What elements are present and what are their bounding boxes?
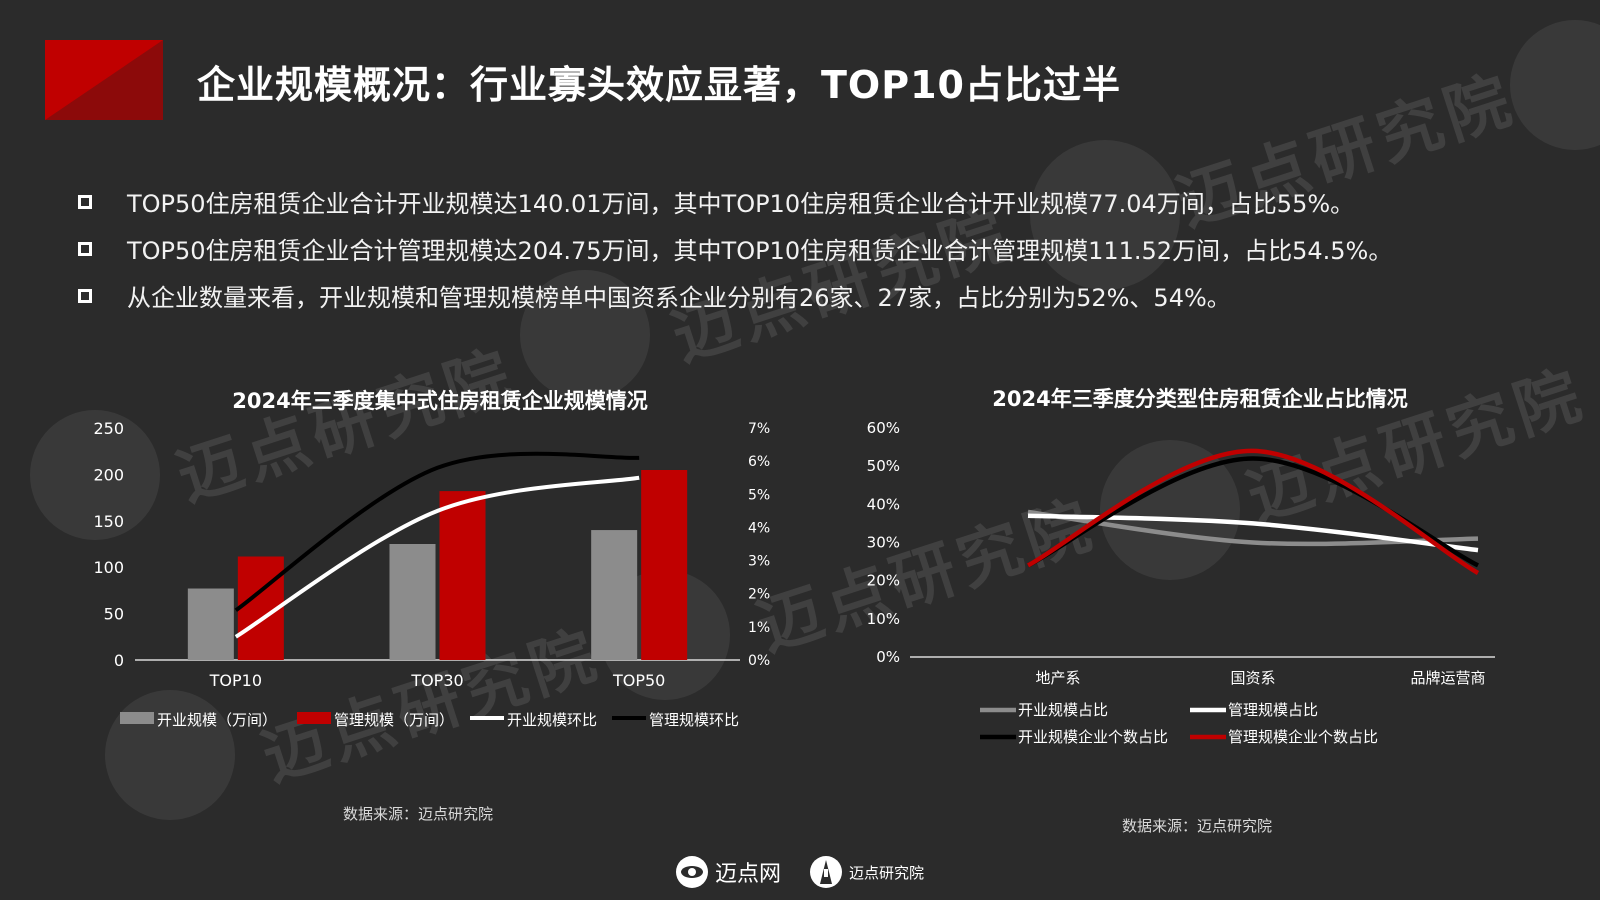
footer-brand2-label: 迈点研究院 (849, 863, 925, 882)
left-data-source: 数据来源：迈点研究院 (343, 805, 494, 823)
legend-label: 开业规模占比 (1018, 701, 1108, 719)
y-right-tick-label: 2% (748, 587, 770, 603)
y-tick-label: 10% (867, 610, 900, 628)
y-right-tick-label: 0% (748, 653, 770, 669)
y-tick-label: 50% (867, 457, 900, 475)
x-tick-label: 国资系 (1230, 669, 1275, 687)
checkbox-bullet-icon (78, 241, 92, 256)
x-tick-label: TOP30 (410, 671, 463, 690)
series-line-3 (1026, 448, 1480, 576)
y-tick-label: 20% (867, 572, 900, 590)
eye-logo-icon (676, 856, 708, 888)
x-tick-label: 品牌运营商 (1410, 669, 1485, 687)
x-tick-label: TOP10 (209, 671, 262, 690)
legend-label: 管理规模企业个数占比 (1228, 728, 1378, 746)
y-tick-label: 40% (867, 495, 900, 513)
bar-open (591, 530, 638, 660)
left-chart-title: 2024年三季度集中式住房租赁企业规模情况 (232, 389, 648, 413)
y-left-tick-label: 250 (93, 420, 124, 438)
legend-label: 管理规模环比 (649, 711, 739, 729)
footer-brands: 迈点网 迈点研究院 (675, 855, 924, 889)
right-data-source: 数据来源：迈点研究院 (1122, 817, 1273, 835)
series-line-0 (234, 475, 640, 639)
legend-label: 开业规模企业个数占比 (1018, 728, 1168, 746)
tower-logo-icon (810, 856, 843, 888)
y-right-tick-label: 7% (748, 421, 770, 437)
page-title: 企业规模概况：行业寡头效应显著，TOP10占比过半 (197, 63, 1121, 107)
bullet-text: TOP50住房租赁企业合计开业规模达140.01万间，其中TOP10住房租赁企业… (127, 190, 1355, 218)
bullet-item: 从企业数量来看，开业规模和管理规模榜单中国资系企业分别有26家、27家，占比分别… (76, 272, 1576, 319)
x-tick-label: 地产系 (1035, 669, 1080, 687)
footer-brand1-label: 迈点网 (715, 862, 782, 887)
y-left-tick-label: 50 (104, 605, 124, 624)
series-line-0 (1027, 509, 1479, 547)
y-right-tick-label: 4% (748, 520, 770, 536)
bar-open (389, 544, 436, 660)
title-logo-block (45, 40, 163, 120)
y-right-tick-label: 3% (748, 554, 770, 570)
bullet-list: TOP50住房租赁企业合计开业规模达140.01万间，其中TOP10住房租赁企业… (76, 178, 1576, 319)
bullet-text: TOP50住房租赁企业合计管理规模达204.75万间，其中TOP10住房租赁企业… (127, 237, 1393, 265)
legend-label: 管理规模（万间） (334, 711, 454, 729)
y-right-tick-label: 5% (748, 487, 770, 503)
legend-swatch (297, 712, 331, 724)
y-tick-label: 0% (876, 648, 900, 666)
legend-label: 开业规模（万间） (157, 711, 277, 729)
bar-managed (641, 469, 688, 660)
y-left-tick-label: 150 (93, 512, 124, 531)
x-tick-label: TOP50 (612, 671, 665, 690)
y-right-tick-label: 6% (748, 454, 770, 470)
left-combo-chart: 250 200 150 100 50 0 7% 6% 5% 4% 3% 2% 1% 0% TOP10 TOP3… (93, 420, 770, 729)
y-tick-label: 60% (867, 420, 900, 437)
y-left-tick-label: 200 (93, 465, 124, 484)
bullet-item: TOP50住房租赁企业合计开业规模达140.01万间，其中TOP10住房租赁企业… (76, 178, 1576, 225)
legend-label: 管理规模占比 (1228, 701, 1318, 719)
watermark-circle (1510, 20, 1600, 150)
right-chart-title: 2024年三季度分类型住房租赁企业占比情况 (992, 387, 1408, 411)
y-left-tick-label: 0 (114, 651, 124, 670)
y-right-tick-label: 1% (748, 620, 770, 636)
series-line-1 (234, 451, 640, 612)
legend-swatch (120, 712, 154, 724)
series-line-1 (1027, 513, 1479, 553)
bullet-item: TOP50住房租赁企业合计管理规模达204.75万间，其中TOP10住房租赁企业… (76, 225, 1576, 272)
legend-label: 开业规模环比 (507, 711, 597, 729)
bar-managed (439, 491, 486, 660)
series-line-2 (1027, 456, 1479, 568)
y-left-tick-label: 100 (93, 558, 124, 577)
checkbox-bullet-icon (78, 288, 92, 303)
bullet-text: 从企业数量来看，开业规模和管理规模榜单中国资系企业分别有26家、27家，占比分别… (127, 284, 1231, 312)
checkbox-bullet-icon (78, 194, 92, 209)
footer-brand-meadin: 迈点网 (675, 855, 781, 889)
bar-open (187, 588, 234, 660)
footer-brand-academy: 迈点研究院 (809, 855, 924, 889)
y-tick-label: 30% (867, 534, 900, 552)
